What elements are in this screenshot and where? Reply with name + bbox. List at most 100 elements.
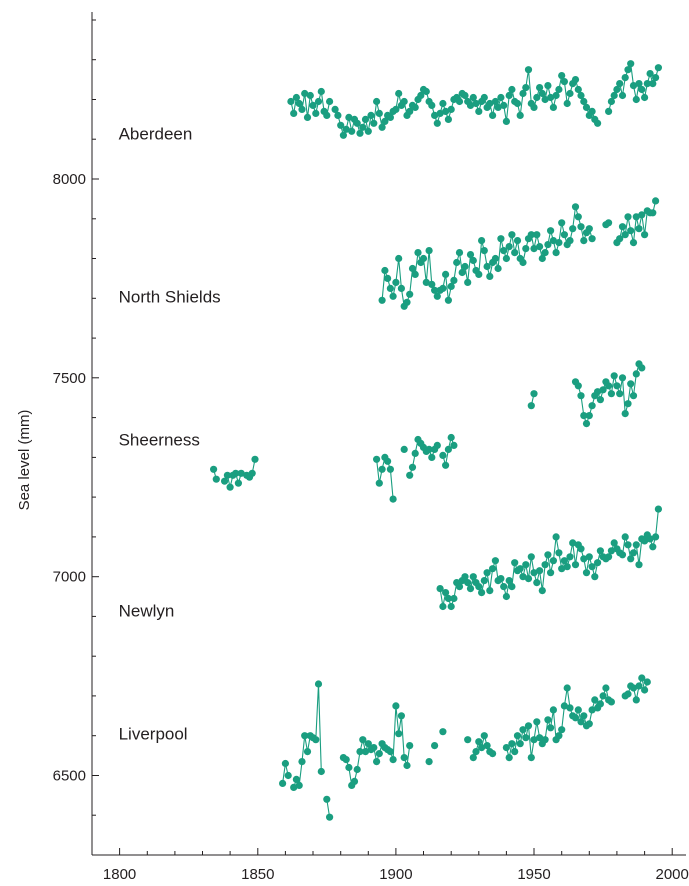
liverpool-point-1926 [464,736,472,744]
sheerness-point-1893 [373,455,381,463]
aberdeen-point-1907 [411,103,419,111]
liverpool-point-1963 [566,704,574,712]
newlyn-point-1971 [588,563,596,571]
aberdeen-point-1925 [461,91,469,100]
aberdeen-point-1871 [312,109,320,117]
liverpool-point-1903 [400,754,408,762]
newlyn-point-1936 [491,557,499,565]
aberdeen-point-1869 [306,91,314,100]
sheerness-point-1966 [574,382,582,390]
aberdeen-point-1981 [616,80,624,88]
north-shields-point-1946 [519,258,527,267]
north-shields-point-1949 [527,231,535,239]
north-shields-point-1922 [453,258,461,267]
north-shields-point-1921 [450,276,458,284]
x-tick-label-1800: 1800 [103,866,136,883]
aberdeen-point-1978 [607,97,616,106]
newlyn-point-1923 [455,583,464,591]
newlyn-point-1994 [652,533,660,541]
liverpool-point-1966 [574,706,582,714]
aberdeen-point-1914 [431,111,439,119]
station-label-newlyn: Newlyn [119,602,175,621]
liverpool-point-1957 [549,706,558,714]
liverpool-point-1991 [643,678,651,686]
aberdeen-point-1939 [500,101,508,109]
newlyn-point-1965 [571,561,580,569]
liverpool-point-1946 [519,726,527,734]
newlyn-point-1955 [544,551,552,559]
north-shields-point-1971 [588,235,596,243]
aberdeen-point-1894 [375,109,383,117]
newlyn-point-1973 [594,559,602,567]
north-shields-point-1926 [464,278,472,286]
liverpool-point-1967 [577,718,585,726]
newlyn-point-1962 [563,563,571,571]
sheerness-point-1973 [594,388,602,396]
liverpool-point-1860 [281,759,289,768]
aberdeen-point-1883 [345,113,353,121]
liverpool-point-1912 [425,758,433,766]
aberdeen-point-1961 [560,78,569,86]
newlyn-point-1985 [627,555,635,563]
aberdeen-point-1865 [295,99,303,108]
north-shields-point-1937 [494,264,502,273]
sheerness-point-1840 [226,483,234,491]
sheerness-point-1899 [389,495,397,503]
newlyn-point-1940 [502,592,510,601]
aberdeen-point-1984 [624,66,632,74]
north-shields-point-1947 [522,245,530,253]
aberdeen-point-1946 [519,89,527,98]
north-shields-point-1951 [533,231,541,239]
north-shields-point-1985 [627,227,635,235]
sheerness-point-1920 [447,433,455,442]
aberdeen-point-1916 [436,109,444,117]
x-tick-label-1950: 1950 [517,866,550,883]
aberdeen-point-1911 [422,87,430,96]
north-shields-point-1960 [558,219,566,227]
liverpool-point-1960 [558,726,566,734]
sheerness-point-1975 [599,386,607,394]
sheerness-point-1986 [629,392,638,400]
newlyn-point-1992 [646,535,654,543]
sheerness-point-1907 [411,449,419,457]
aberdeen-point-1994 [652,74,660,82]
liverpool-point-1875 [323,795,331,803]
aberdeen-point-1967 [577,91,585,100]
liverpool-point-1950 [530,736,538,744]
sheerness-point-1848 [248,469,256,477]
liverpool-point-1876 [326,813,334,821]
newlyn-point-1931 [478,589,486,597]
aberdeen-point-1866 [298,105,306,113]
newlyn-point-1926 [464,579,472,587]
north-shields-point-1957 [549,237,558,245]
aberdeen-point-1957 [549,103,558,111]
newlyn-point-1960 [558,565,566,573]
aberdeen-point-1945 [516,111,524,119]
liverpool-point-1889 [361,748,370,756]
north-shields-point-1904 [403,298,411,306]
aberdeen-point-1872 [314,97,323,106]
liverpool-point-1898 [386,748,394,756]
sheerness-point-1917 [439,451,447,459]
aberdeen-point-1956 [547,93,555,102]
north-shields-point-1897 [384,274,392,282]
north-shields-point-1905 [406,290,414,298]
liverpool-point-1984 [624,690,632,698]
sheerness-point-1969 [582,420,591,428]
liverpool-point-1961 [560,702,569,710]
station-label-liverpool: Liverpool [119,725,188,744]
liverpool-point-1928 [469,754,477,762]
aberdeen-point-1993 [649,80,657,88]
liverpool-point-1951 [533,718,541,726]
newlyn-point-1982 [618,551,627,559]
north-shields-point-1936 [491,254,499,263]
liverpool-point-1988 [635,682,643,690]
axes [91,12,686,856]
aberdeen-point-1919 [444,115,452,123]
newlyn-point-1956 [547,569,555,577]
newlyn-point-1935 [489,565,497,573]
liverpool-point-1989 [638,674,646,682]
station-label-north-shields: North Shields [119,287,221,306]
north-shields-point-1958 [552,249,560,257]
